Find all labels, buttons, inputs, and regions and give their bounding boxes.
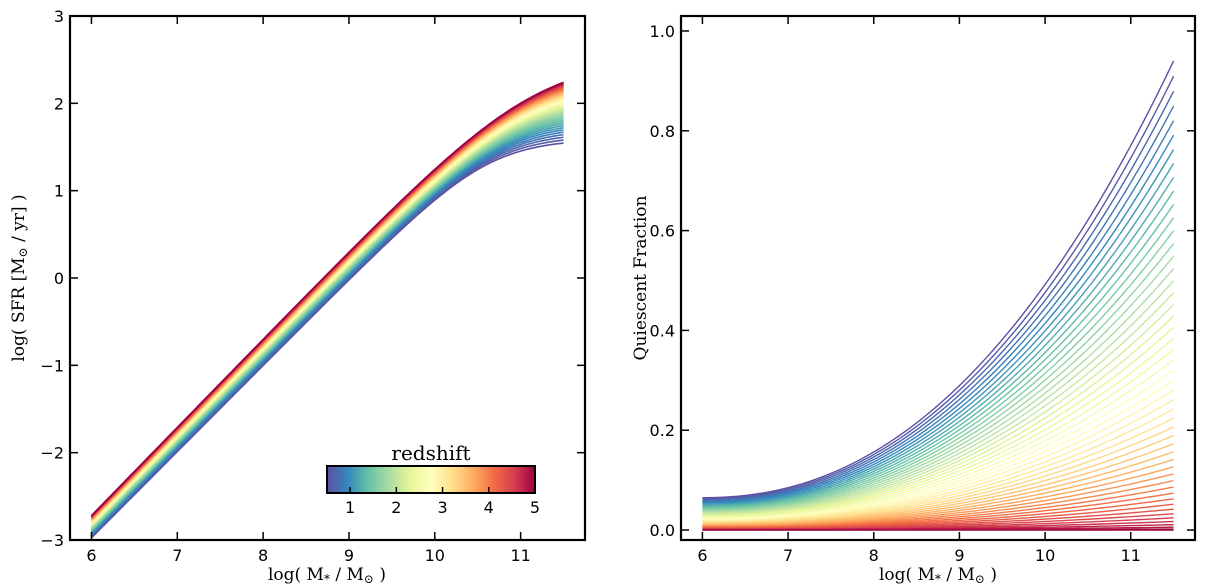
colorbar-tick-label: 3	[437, 498, 447, 517]
quiescent-curve-line	[702, 417, 1174, 524]
quiescent-curve-line	[702, 163, 1175, 506]
quiescent-xtick-label: 7	[783, 546, 793, 565]
quiescent-ticks: 6 7 8 9 10 11 0.0 0.2 0.4 0.6 0.8 1.0	[650, 16, 1195, 565]
quiescent-ytick-label: 0.0	[650, 521, 675, 540]
quiescent-curves	[702, 60, 1175, 531]
quiescent-curve-line	[702, 268, 1175, 513]
sfr-ytick-label: −3	[40, 531, 64, 550]
quiescent-curve-line	[702, 176, 1175, 507]
sfr-ytick-label: 0	[54, 269, 64, 288]
sfr-xtick-label: 6	[86, 546, 96, 565]
sfr-ytick-label: 3	[54, 7, 64, 26]
quiescent-curve-line	[702, 217, 1175, 510]
quiescent-xtick-label: 11	[1121, 546, 1141, 565]
colorbar-tick-label: 1	[345, 498, 355, 517]
quiescent-curve-line	[702, 389, 1174, 522]
quiescent-curve-line	[702, 337, 1175, 518]
quiescent-curve-line	[702, 399, 1174, 522]
sfr-xtick-label: 11	[510, 546, 530, 565]
sfr-xtick-label: 7	[172, 546, 182, 565]
quiescent-ytick-label: 1.0	[650, 22, 675, 41]
sfr-ytick-label: −2	[40, 444, 64, 463]
quiescent-ytick-label: 0.4	[650, 321, 675, 340]
quiescent-curve-line	[702, 280, 1175, 514]
quiescent-xtick-label: 8	[869, 546, 879, 565]
quiescent-axes-frame	[679, 14, 1197, 542]
quiescent-curve-line	[702, 426, 1174, 524]
colorbar-ticks: 1 2 3 4 5	[345, 487, 540, 517]
quiescent-curve-line	[702, 230, 1175, 511]
quiescent-ytick-label: 0.6	[650, 222, 675, 241]
colorbar-title: redshift	[391, 441, 470, 465]
quiescent-ytick-label: 0.8	[650, 122, 675, 141]
quiescent-curve-line	[702, 120, 1175, 503]
quiescent-curve-line	[702, 434, 1174, 525]
quiescent-xtick-label: 9	[954, 546, 964, 565]
quiescent-curve-line	[702, 315, 1175, 516]
colorbar-tick-label: 2	[391, 498, 401, 517]
sfr-ytick-label: 2	[54, 94, 64, 113]
sfr-xtick-label: 8	[258, 546, 268, 565]
quiescent-curve-line	[702, 304, 1175, 516]
sfr-curves	[90, 81, 564, 539]
colorbar-gradient	[326, 465, 536, 494]
quiescent-curve-line	[702, 292, 1175, 515]
quiescent-curve-line	[702, 149, 1175, 505]
quiescent-curve-line	[702, 204, 1175, 509]
quiescent-curve-line	[702, 190, 1175, 508]
quiescent-curve-line	[702, 134, 1175, 504]
quiescent-fraction-panel: 6 7 8 9 10 11 0.0 0.2 0.4 0.6 0.8 1.0 log( M* / M⊙ …	[631, 14, 1197, 586]
quiescent-curve-line	[702, 60, 1175, 499]
redshift-colorbar: redshift 1 2 3 4 5	[326, 441, 540, 517]
sfr-xtick-label: 10	[425, 546, 445, 565]
quiescent-xtick-label: 6	[697, 546, 707, 565]
sfr-ytick-label: 1	[54, 182, 64, 201]
quiescent-y-axis-label: Quiescent Fraction	[631, 195, 651, 360]
sfr-ytick-label: −1	[40, 356, 64, 375]
quiescent-curve-line	[702, 75, 1175, 500]
quiescent-curve-line	[702, 359, 1175, 520]
quiescent-curve-line	[702, 379, 1174, 521]
colorbar-tick-label: 4	[484, 498, 494, 517]
sfr-xtick-label: 9	[344, 546, 354, 565]
quiescent-xtick-label: 10	[1035, 546, 1055, 565]
colorbar-tick-label: 5	[530, 498, 540, 517]
quiescent-curve-line	[702, 90, 1175, 501]
quiescent-curve-line	[702, 243, 1175, 512]
sfr-curve-line	[90, 81, 564, 517]
sfr-panel: 6 7 8 9 10 11 −3 −2 −1 0 1 2 3 log( M* / M⊙ ) log( S…	[9, 7, 587, 586]
quiescent-ytick-label: 0.2	[650, 421, 675, 440]
quiescent-curve-line	[702, 255, 1175, 512]
quiescent-curve-line	[702, 326, 1175, 517]
quiescent-x-axis-label: log( M* / M⊙ )	[879, 565, 997, 586]
quiescent-curve-line	[702, 348, 1175, 519]
quiescent-curve-line	[702, 369, 1174, 520]
sfr-y-axis-label: log( SFR [M⊙ / yr] )	[9, 194, 30, 361]
quiescent-curve-line	[702, 408, 1174, 523]
sfr-ticks: 6 7 8 9 10 11 −3 −2 −1 0 1 2 3	[40, 7, 585, 565]
sfr-x-axis-label: log( M* / M⊙ )	[268, 565, 386, 586]
quiescent-curve-line	[702, 105, 1175, 502]
